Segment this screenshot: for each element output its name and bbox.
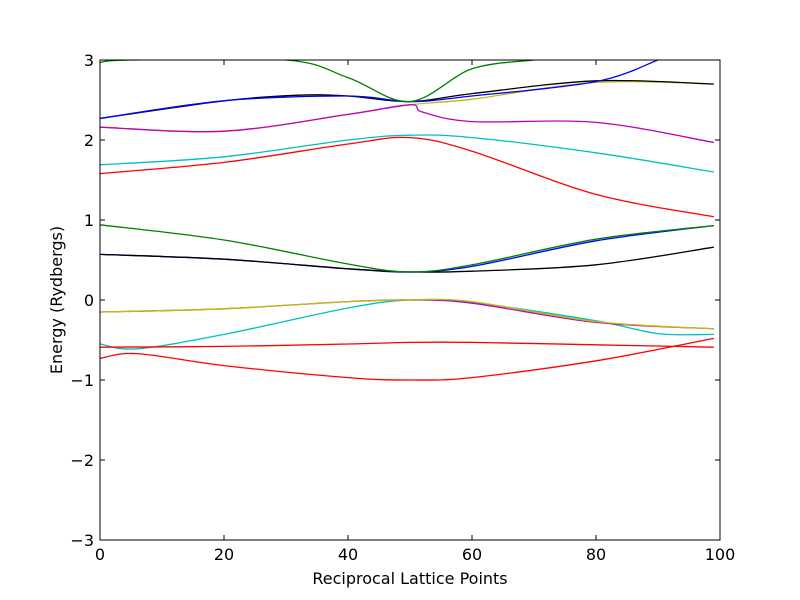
band-line-11 <box>100 80 714 133</box>
y-tick-label: −2 <box>70 451 94 470</box>
band-line-6 <box>100 224 714 273</box>
band-line-13 <box>100 79 714 120</box>
y-tick-label: 0 <box>84 291 94 310</box>
band-line-7 <box>100 246 714 273</box>
x-axis-label: Reciprocal Lattice Points <box>312 569 507 588</box>
x-tick-label: 20 <box>214 545 234 564</box>
y-tick-label: 2 <box>84 131 94 150</box>
y-tick-label: 3 <box>84 51 94 70</box>
y-tick-label: −1 <box>70 371 94 390</box>
x-tick-label: 80 <box>586 545 606 564</box>
series-layer <box>100 60 714 381</box>
band-line-15 <box>100 60 535 103</box>
band-line-4 <box>100 298 714 330</box>
tick-layer: 0 20 40 60 80 100 −3 −2 −1 0 1 2 3 <box>70 51 735 564</box>
x-tick-label: 100 <box>705 545 736 564</box>
band-line-12 <box>100 104 714 144</box>
y-tick-label: 1 <box>84 211 94 230</box>
x-tick-label: 0 <box>95 545 105 564</box>
band-line-1 <box>100 337 714 381</box>
y-axis-label: Energy (Rydbergs) <box>47 226 66 374</box>
band-line-10 <box>100 134 714 173</box>
x-tick-label: 40 <box>338 545 358 564</box>
band-line-9 <box>100 136 714 218</box>
band-line-5 <box>100 341 714 348</box>
x-tick-label: 60 <box>462 545 482 564</box>
band-line-8 <box>100 224 714 273</box>
y-tick-label: −3 <box>70 531 94 550</box>
